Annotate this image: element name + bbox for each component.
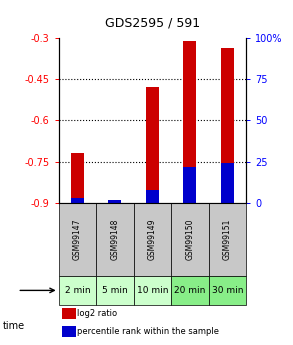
Text: 20 min: 20 min bbox=[174, 286, 206, 295]
Bar bbox=[209, 203, 246, 276]
Text: GSM99149: GSM99149 bbox=[148, 218, 157, 260]
Text: time: time bbox=[3, 321, 25, 331]
Bar bbox=[171, 203, 209, 276]
Bar bbox=[59, 203, 96, 276]
Bar bbox=[183, 41, 196, 203]
Text: 2 min: 2 min bbox=[64, 286, 90, 295]
Text: GSM99150: GSM99150 bbox=[185, 218, 194, 260]
Bar bbox=[108, 201, 121, 203]
Text: GSM99148: GSM99148 bbox=[110, 219, 119, 260]
Text: 5 min: 5 min bbox=[102, 286, 128, 295]
Bar bbox=[134, 203, 171, 276]
Text: 10 min: 10 min bbox=[137, 286, 168, 295]
Text: GSM99151: GSM99151 bbox=[223, 219, 232, 260]
Text: GDS2595 / 591: GDS2595 / 591 bbox=[105, 16, 200, 29]
Bar bbox=[221, 48, 234, 203]
Bar bbox=[221, 163, 234, 203]
Bar bbox=[59, 276, 96, 305]
Bar bbox=[62, 308, 76, 319]
Bar bbox=[209, 276, 246, 305]
Text: percentile rank within the sample: percentile rank within the sample bbox=[77, 327, 219, 336]
Bar bbox=[183, 167, 196, 203]
Bar bbox=[71, 198, 84, 203]
Text: 30 min: 30 min bbox=[212, 286, 243, 295]
Bar bbox=[62, 326, 76, 337]
Bar bbox=[71, 154, 84, 203]
Text: GSM99147: GSM99147 bbox=[73, 218, 82, 260]
Bar bbox=[146, 190, 159, 203]
Bar bbox=[134, 276, 171, 305]
Bar bbox=[96, 203, 134, 276]
Bar bbox=[96, 276, 134, 305]
Bar bbox=[108, 200, 121, 203]
Bar bbox=[171, 276, 209, 305]
Text: log2 ratio: log2 ratio bbox=[77, 309, 117, 318]
Bar bbox=[146, 87, 159, 203]
